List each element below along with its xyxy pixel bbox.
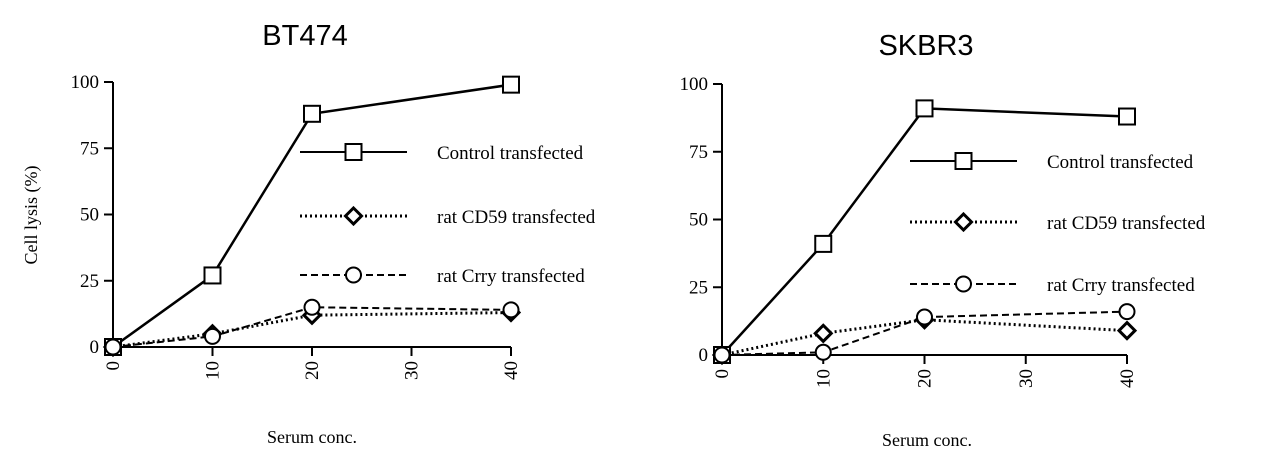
legend-item-control-transfected: Control transfected <box>910 152 1194 173</box>
y-tick-label: 75 <box>689 142 708 163</box>
legend-item-rat-crry-transfected: rat Crry transfected <box>910 275 1195 296</box>
data-point-control-transfected <box>303 104 321 123</box>
legend-label: rat Crry transfected <box>1047 275 1195 296</box>
legend-marker <box>345 266 362 284</box>
legend-marker <box>954 152 973 170</box>
data-point-control-transfected <box>502 75 520 94</box>
series-line-rat-cd59-transfected <box>112 311 512 349</box>
x-tick-label: 40 <box>1117 369 1138 388</box>
series-line-rat-cd59-transfected <box>721 318 1128 357</box>
legend-label: Control transfected <box>437 143 584 164</box>
legend-label: rat Crry transfected <box>437 266 585 287</box>
legend-marker <box>344 143 363 161</box>
x-tick-label: 40 <box>501 361 522 380</box>
series-line-rat-crry-transfected <box>112 306 512 348</box>
x-axis-label: Serum conc. <box>267 427 357 447</box>
data-point-rat-cd59-transfected <box>813 323 834 344</box>
data-point-control-transfected <box>203 266 222 285</box>
y-tick-label: 50 <box>689 210 708 231</box>
y-tick-label: 50 <box>80 205 99 226</box>
series-line-rat-crry-transfected <box>721 310 1128 356</box>
y-tick-label: 75 <box>80 138 99 159</box>
legend-marker <box>953 211 974 233</box>
legend: Control transfected rat CD59 transfected r… <box>300 143 596 287</box>
legend-marker <box>343 205 364 227</box>
data-point-rat-crry-transfected <box>1118 303 1136 321</box>
legend-item-rat-crry-transfected: rat Crry transfected <box>300 266 585 287</box>
x-tick-label: 30 <box>402 361 423 380</box>
x-tick-label: 10 <box>203 361 224 380</box>
legend-item-rat-cd59-transfected: rat CD59 transfected <box>910 211 1206 234</box>
y-axis-label: Cell lysis (%) <box>21 166 42 265</box>
data-point-rat-crry-transfected <box>104 338 122 356</box>
chart-title: SKBR3 <box>878 30 973 62</box>
data-point-rat-crry-transfected <box>303 298 321 316</box>
legend-label: rat CD59 transfected <box>1047 213 1206 234</box>
x-tick-label: 0 <box>712 369 733 379</box>
data-point-rat-cd59-transfected <box>1116 320 1138 341</box>
chart-bt474: BT474 Cell lysis (%) Serum conc. 0 25 50 75… <box>21 20 596 447</box>
data-point-rat-crry-transfected <box>204 327 221 345</box>
legend-item-rat-cd59-transfected: rat CD59 transfected <box>300 205 596 228</box>
x-tick-label: 30 <box>1016 369 1037 388</box>
y-tick-label: 25 <box>80 271 99 292</box>
x-tick-label: 10 <box>813 369 834 388</box>
x-tick-label: 20 <box>302 361 323 380</box>
data-point-rat-crry-transfected <box>713 346 731 364</box>
y-tick-label: 25 <box>689 277 708 298</box>
y-tick-label: 100 <box>71 72 100 93</box>
x-tick-label: 20 <box>915 369 936 388</box>
x-tick-label: 0 <box>103 361 124 371</box>
data-point-rat-crry-transfected <box>502 301 520 319</box>
legend: Control transfected rat CD59 transfected r… <box>910 152 1206 296</box>
data-point-control-transfected <box>915 99 934 118</box>
legend-marker <box>955 275 972 293</box>
x-axis-label: Serum conc. <box>882 430 972 450</box>
data-point-rat-crry-transfected <box>916 308 933 326</box>
data-point-control-transfected <box>814 234 833 253</box>
y-tick-label: 0 <box>699 345 709 366</box>
data-point-rat-crry-transfected <box>814 343 832 361</box>
y-tick-label: 0 <box>90 337 100 358</box>
chart-skbr3: SKBR3 Serum conc. 0 25 50 75 100 0 10 20 30 40 Co… <box>680 30 1206 450</box>
data-point-control-transfected <box>1118 107 1136 126</box>
legend-label: Control transfected <box>1047 152 1194 173</box>
series-line-control-transfected <box>112 83 512 349</box>
chart-title: BT474 <box>262 20 347 52</box>
legend-item-control-transfected: Control transfected <box>300 143 584 164</box>
y-tick-label: 100 <box>680 74 709 95</box>
legend-label: rat CD59 transfected <box>437 207 596 228</box>
series-line-control-transfected <box>721 107 1128 356</box>
